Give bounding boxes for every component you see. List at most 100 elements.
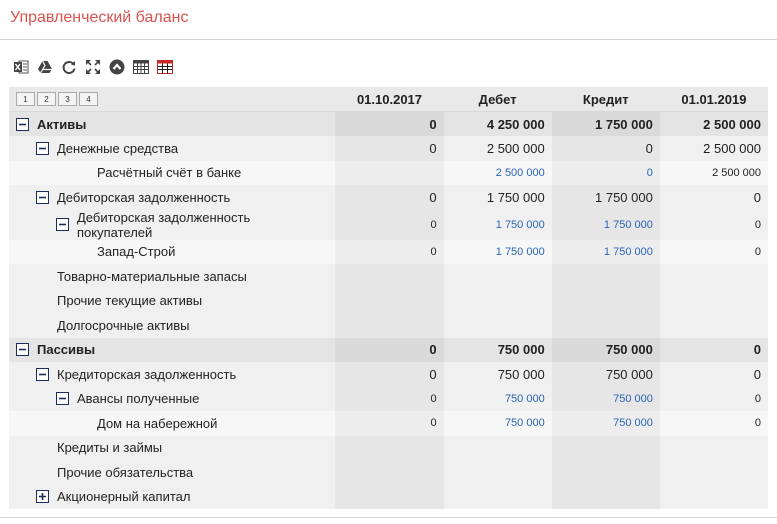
row-name-cell: Активы — [9, 111, 336, 136]
table-row: Акционерный капитал — [9, 484, 768, 509]
collapse-up-icon[interactable] — [109, 59, 125, 75]
end-value-cell: 2 500 000 — [659, 136, 768, 161]
debit-value-cell: 1 750 000 — [443, 185, 552, 210]
expand-plus-icon[interactable] — [36, 490, 49, 504]
table-row: Товарно-материальные запасы — [9, 264, 768, 289]
column-header-credit: Кредит — [551, 87, 660, 112]
start-value-cell: 0 — [335, 337, 444, 362]
row-name-cell: Денежные средства — [9, 136, 336, 161]
row-name-cell: Кредиты и займы — [9, 435, 336, 460]
row-name-cell: Дебиторская задолженность покупателей — [9, 209, 336, 240]
end-value-cell: 0 — [659, 362, 768, 387]
table-row: Долгосрочные активы — [9, 313, 768, 338]
level-4-button[interactable]: 4 — [79, 92, 98, 106]
end-value-cell: 2 500 000 — [659, 160, 768, 185]
debit-value-cell[interactable]: 1 750 000 — [443, 209, 552, 240]
level-1-button[interactable]: 1 — [16, 92, 35, 106]
end-value-cell: 0 — [659, 411, 768, 436]
collapse-icon[interactable] — [36, 367, 49, 381]
start-value-cell: 0 — [335, 362, 444, 387]
row-label: Долгосрочные активы — [57, 317, 190, 333]
row-label: Прочие обязательства — [57, 464, 194, 480]
end-value-cell — [659, 264, 768, 289]
end-value-cell — [659, 460, 768, 485]
table-row: Активы 0 4 250 000 1 750 000 2 500 000 — [9, 111, 768, 136]
end-value-cell — [659, 435, 768, 460]
table-red-icon[interactable] — [157, 59, 173, 75]
debit-value-cell[interactable]: 2 500 000 — [443, 160, 552, 185]
start-value-cell — [335, 264, 444, 289]
bottom-divider — [0, 517, 777, 518]
credit-value-cell: 750 000 — [551, 362, 660, 387]
end-value-cell — [659, 484, 768, 509]
credit-value-cell[interactable]: 750 000 — [551, 411, 660, 436]
row-label: Активы — [37, 116, 87, 132]
table-row: Пассивы 0 750 000 750 000 0 — [9, 337, 768, 362]
column-header-debit: Дебет — [443, 87, 552, 112]
collapse-icon[interactable] — [16, 117, 29, 131]
credit-value-cell — [551, 264, 660, 289]
credit-value-cell — [551, 460, 660, 485]
debit-value-cell — [443, 264, 552, 289]
credit-value-cell[interactable]: 0 — [551, 160, 660, 185]
level-2-button[interactable]: 2 — [37, 92, 56, 106]
end-value-cell: 0 — [659, 185, 768, 210]
collapse-icon[interactable] — [56, 218, 69, 231]
credit-value-cell — [551, 435, 660, 460]
column-header-end-date: 01.01.2019 — [659, 87, 768, 112]
debit-value-cell: 2 500 000 — [443, 136, 552, 161]
start-value-cell — [335, 460, 444, 485]
debit-value-cell: 750 000 — [443, 362, 552, 387]
credit-value-cell — [551, 288, 660, 313]
start-value-cell — [335, 435, 444, 460]
debit-value-cell — [443, 435, 552, 460]
row-label: Расчётный счёт в банке — [97, 165, 242, 181]
start-value-cell — [335, 160, 444, 185]
debit-value-cell[interactable]: 750 000 — [443, 386, 552, 411]
start-value-cell — [335, 484, 444, 509]
debit-value-cell: 750 000 — [443, 337, 552, 362]
level-3-button[interactable]: 3 — [58, 92, 77, 106]
excel-icon[interactable] — [13, 59, 29, 75]
row-name-cell: Товарно-материальные запасы — [9, 264, 336, 289]
refresh-icon[interactable] — [61, 59, 77, 75]
collapse-icon[interactable] — [56, 392, 69, 406]
row-label: Авансы полученные — [77, 391, 200, 407]
collapse-icon[interactable] — [16, 343, 29, 357]
debit-value-cell[interactable]: 750 000 — [443, 411, 552, 436]
table-icon[interactable] — [133, 59, 149, 75]
drive-icon[interactable] — [37, 59, 53, 75]
page-header: Управленческий баланс — [0, 0, 777, 40]
row-name-cell: Долгосрочные активы — [9, 313, 336, 338]
start-value-cell: 0 — [335, 411, 444, 436]
end-value-cell: 0 — [659, 239, 768, 264]
collapse-icon[interactable] — [36, 141, 49, 155]
row-label: Денежные средства — [57, 140, 179, 156]
table-row: Авансы полученные 0 750 000 750 000 0 — [9, 386, 768, 411]
table-row: Запад-Строй 0 1 750 000 1 750 000 0 — [9, 239, 768, 264]
table-header-row: 1 2 3 4 01.10.2017 Дебет Кредит 01.01.20… — [9, 87, 768, 112]
credit-value-cell[interactable]: 1 750 000 — [551, 239, 660, 264]
table-row: Дебиторская задолженность покупателей 0 1 … — [9, 209, 768, 240]
row-name-cell: Кредиторская задолженность — [9, 362, 336, 387]
start-value-cell: 0 — [335, 136, 444, 161]
collapse-icon[interactable] — [36, 190, 49, 204]
credit-value-cell — [551, 313, 660, 338]
page-title: Управленческий баланс — [10, 9, 189, 26]
table-row: Прочие текущие активы — [9, 288, 768, 313]
credit-value-cell[interactable]: 750 000 — [551, 386, 660, 411]
end-value-cell: 0 — [659, 209, 768, 240]
table-row: Расчётный счёт в банке 2 500 000 0 2 500 00… — [9, 160, 768, 185]
start-value-cell: 0 — [335, 239, 444, 264]
row-label: Прочие текущие активы — [57, 293, 203, 309]
table-row: Прочие обязательства — [9, 460, 768, 485]
column-header-start-date: 01.10.2017 — [335, 87, 444, 112]
expand-icon[interactable] — [85, 59, 101, 75]
credit-value-cell[interactable]: 1 750 000 — [551, 209, 660, 240]
end-value-cell: 0 — [659, 337, 768, 362]
debit-value-cell — [443, 288, 552, 313]
credit-value-cell: 1 750 000 — [551, 185, 660, 210]
debit-value-cell — [443, 460, 552, 485]
debit-value-cell[interactable]: 1 750 000 — [443, 239, 552, 264]
row-label: Дом на набережной — [97, 415, 218, 431]
